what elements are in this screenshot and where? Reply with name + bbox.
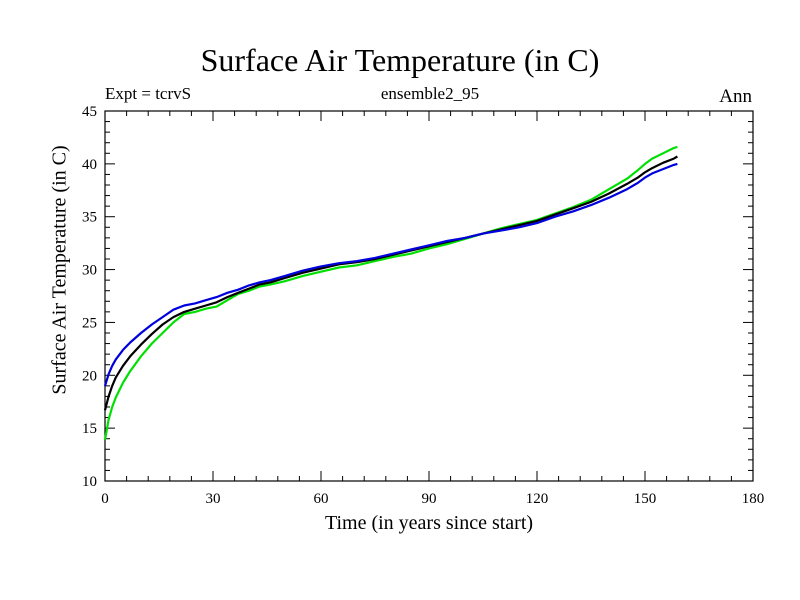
x-tick-label: 180	[742, 491, 765, 507]
x-tick-label: 90	[422, 491, 437, 507]
chart-title: Surface Air Temperature (in C)	[200, 42, 600, 78]
y-tick-label: 15	[82, 421, 97, 437]
y-tick-label: 10	[82, 474, 97, 490]
series-line-green	[103, 145, 678, 440]
series-line-black	[103, 155, 678, 411]
x-tick-label: 0	[101, 491, 109, 507]
y-tick-label: 20	[82, 368, 97, 384]
y-tick-label: 45	[82, 104, 97, 120]
x-tick-label: 120	[526, 491, 549, 507]
series-line-blue	[103, 162, 678, 387]
x-axis-label: Time (in years since start)	[324, 512, 534, 534]
y-tick-label: 40	[82, 157, 97, 173]
y-tick-label: 35	[82, 210, 97, 226]
x-tick-label: 60	[314, 491, 329, 507]
y-tick-label: 30	[82, 263, 97, 279]
chart-subtitle: ensemble2_95	[380, 84, 480, 103]
season-label: Ann	[719, 86, 752, 107]
x-tick-label: 150	[634, 491, 657, 507]
y-tick-label: 25	[82, 315, 97, 331]
experiment-label: Expt = tcrvS	[105, 84, 192, 103]
x-tick-label: 30	[206, 491, 221, 507]
